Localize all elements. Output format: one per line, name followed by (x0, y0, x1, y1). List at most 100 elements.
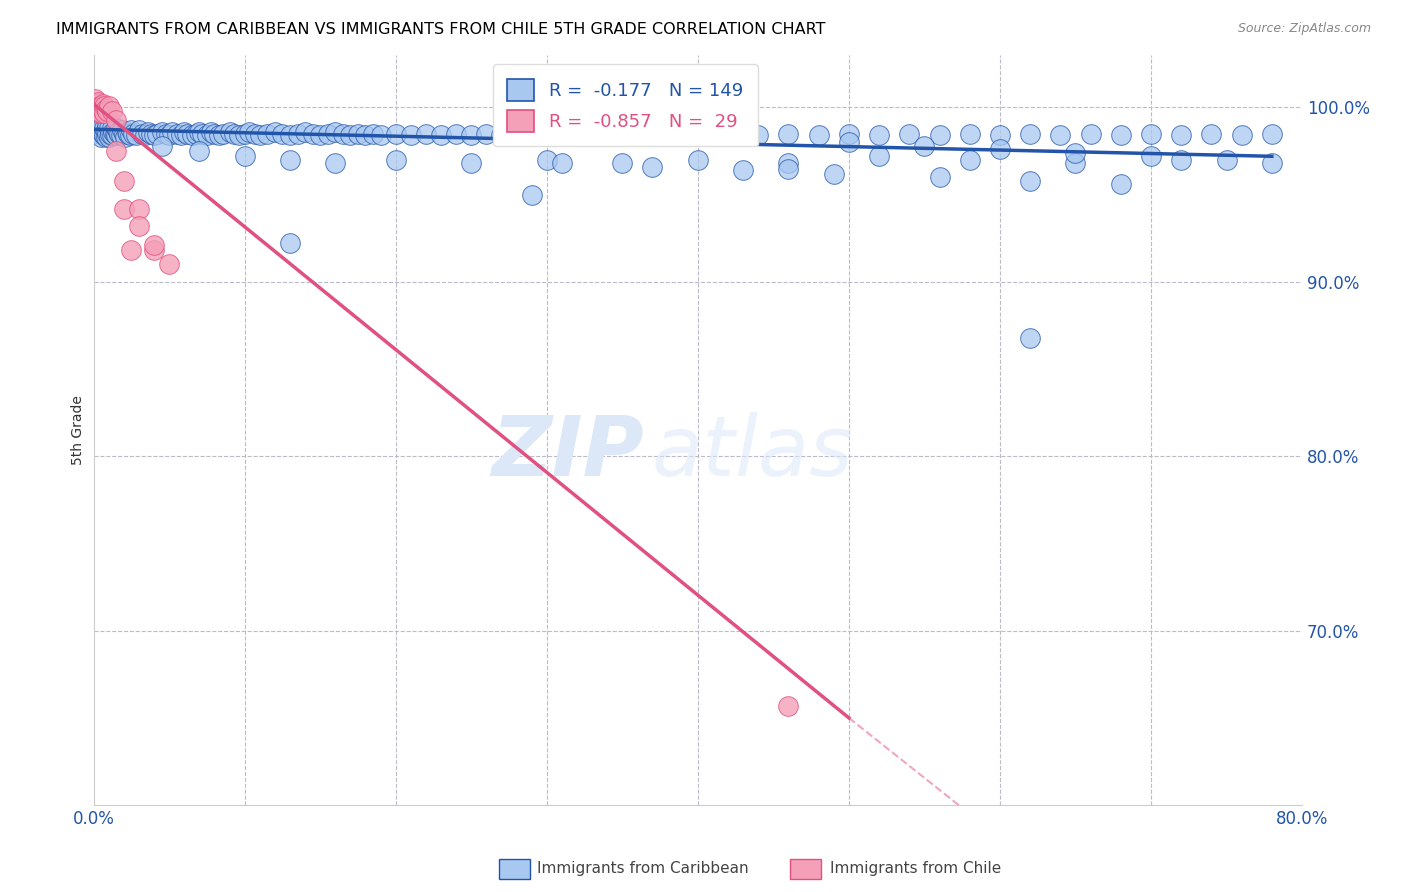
Point (460, 128, 482, 143)
Point (90, 105, 112, 120)
Point (87, 125, 110, 139)
Point (128, 202, 150, 216)
Point (747, 128, 769, 143)
Point (112, 127, 135, 141)
Point (238, 125, 260, 139)
Text: Source: ZipAtlas.com: Source: ZipAtlas.com (1237, 22, 1371, 36)
Point (959, 153, 981, 167)
Point (1064, 156, 1087, 170)
Point (208, 128, 231, 143)
Point (86, 118, 108, 132)
Point (166, 127, 188, 141)
Point (188, 125, 211, 139)
Point (536, 153, 558, 167)
Point (121, 127, 143, 141)
Point (868, 149, 890, 163)
Point (143, 244, 166, 258)
Point (612, 156, 634, 170)
Point (111, 123, 134, 137)
Point (1261, 127, 1284, 141)
Point (460, 156, 482, 170)
Point (444, 127, 467, 141)
Point (233, 127, 256, 141)
Point (91, 127, 114, 141)
Text: atlas: atlas (652, 412, 853, 493)
Point (1049, 128, 1071, 143)
Point (105, 144, 128, 158)
Point (100, 121, 122, 136)
Point (170, 128, 193, 143)
Point (90, 121, 112, 136)
Point (686, 153, 709, 167)
Point (91, 97, 114, 112)
Point (176, 127, 198, 141)
Point (195, 128, 218, 143)
Point (97, 121, 120, 136)
Text: IMMIGRANTS FROM CARIBBEAN VS IMMIGRANTS FROM CHILE 5TH GRADE CORRELATION CHART: IMMIGRANTS FROM CARIBBEAN VS IMMIGRANTS … (56, 22, 825, 37)
Point (475, 127, 498, 141)
Point (143, 238, 166, 252)
Point (90, 130, 112, 145)
Point (100, 103, 122, 118)
Point (1109, 178, 1132, 192)
Point (105, 128, 128, 143)
Point (128, 219, 150, 233)
Point (150, 125, 173, 139)
Point (186, 127, 208, 141)
Point (200, 125, 222, 139)
Point (898, 127, 921, 141)
Point (301, 127, 323, 141)
Point (399, 128, 422, 143)
Point (1215, 153, 1237, 167)
Point (1019, 331, 1042, 345)
Point (96, 118, 118, 132)
Point (505, 127, 527, 141)
Point (114, 130, 136, 145)
Point (86, 97, 108, 112)
Point (97, 130, 120, 145)
Point (87, 95, 110, 110)
Y-axis label: 5th Grade: 5th Grade (72, 395, 86, 465)
Point (112, 174, 135, 188)
Point (188, 144, 211, 158)
Point (988, 128, 1011, 143)
Point (86, 100, 108, 114)
Point (93, 128, 115, 143)
Point (228, 128, 250, 143)
Point (155, 127, 177, 141)
Point (173, 125, 195, 139)
Point (928, 170, 950, 185)
Point (536, 127, 558, 141)
Point (94, 123, 117, 137)
Point (520, 187, 543, 202)
Point (233, 149, 256, 163)
Point (1230, 128, 1253, 143)
Point (733, 163, 755, 178)
Point (204, 127, 226, 141)
Point (1140, 149, 1163, 163)
Point (97, 99, 120, 113)
Point (928, 128, 950, 143)
Point (157, 257, 180, 271)
Point (108, 127, 131, 141)
Text: Immigrants from Caribbean: Immigrants from Caribbean (537, 862, 749, 876)
Point (89, 118, 111, 132)
Point (94, 130, 117, 145)
Point (778, 698, 800, 713)
Point (191, 127, 214, 141)
Point (245, 127, 267, 141)
Point (551, 128, 574, 143)
Point (551, 156, 574, 170)
Point (150, 138, 173, 153)
Point (1109, 128, 1132, 143)
Point (180, 128, 202, 143)
Point (354, 128, 377, 143)
Point (89, 99, 111, 113)
Point (157, 128, 180, 143)
Point (988, 142, 1011, 156)
Point (1080, 127, 1102, 141)
Point (212, 127, 235, 141)
Point (91, 103, 114, 118)
Point (415, 127, 437, 141)
Point (143, 128, 166, 143)
